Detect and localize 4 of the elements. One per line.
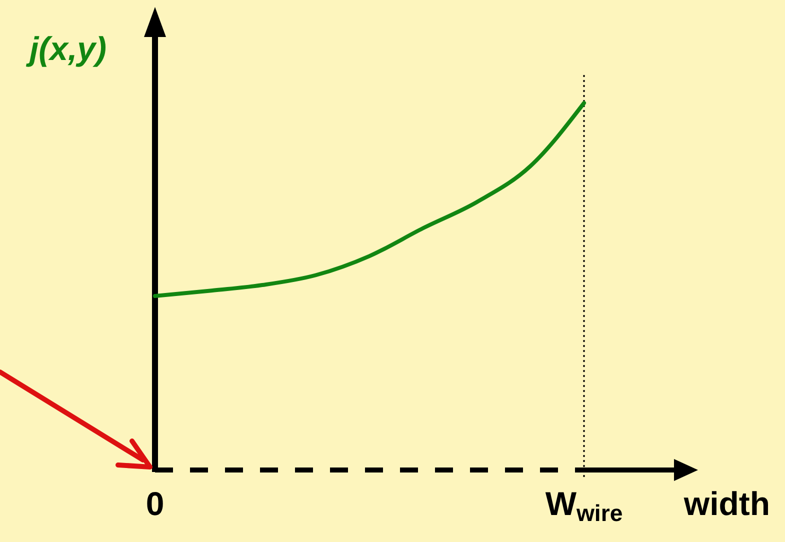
x-tick-label: 0: [146, 485, 164, 522]
x-axis-title: width: [682, 485, 770, 522]
x-tick-label: W$_{wire}$: [545, 485, 623, 526]
y-axis-title: j(x,y): [25, 30, 107, 67]
